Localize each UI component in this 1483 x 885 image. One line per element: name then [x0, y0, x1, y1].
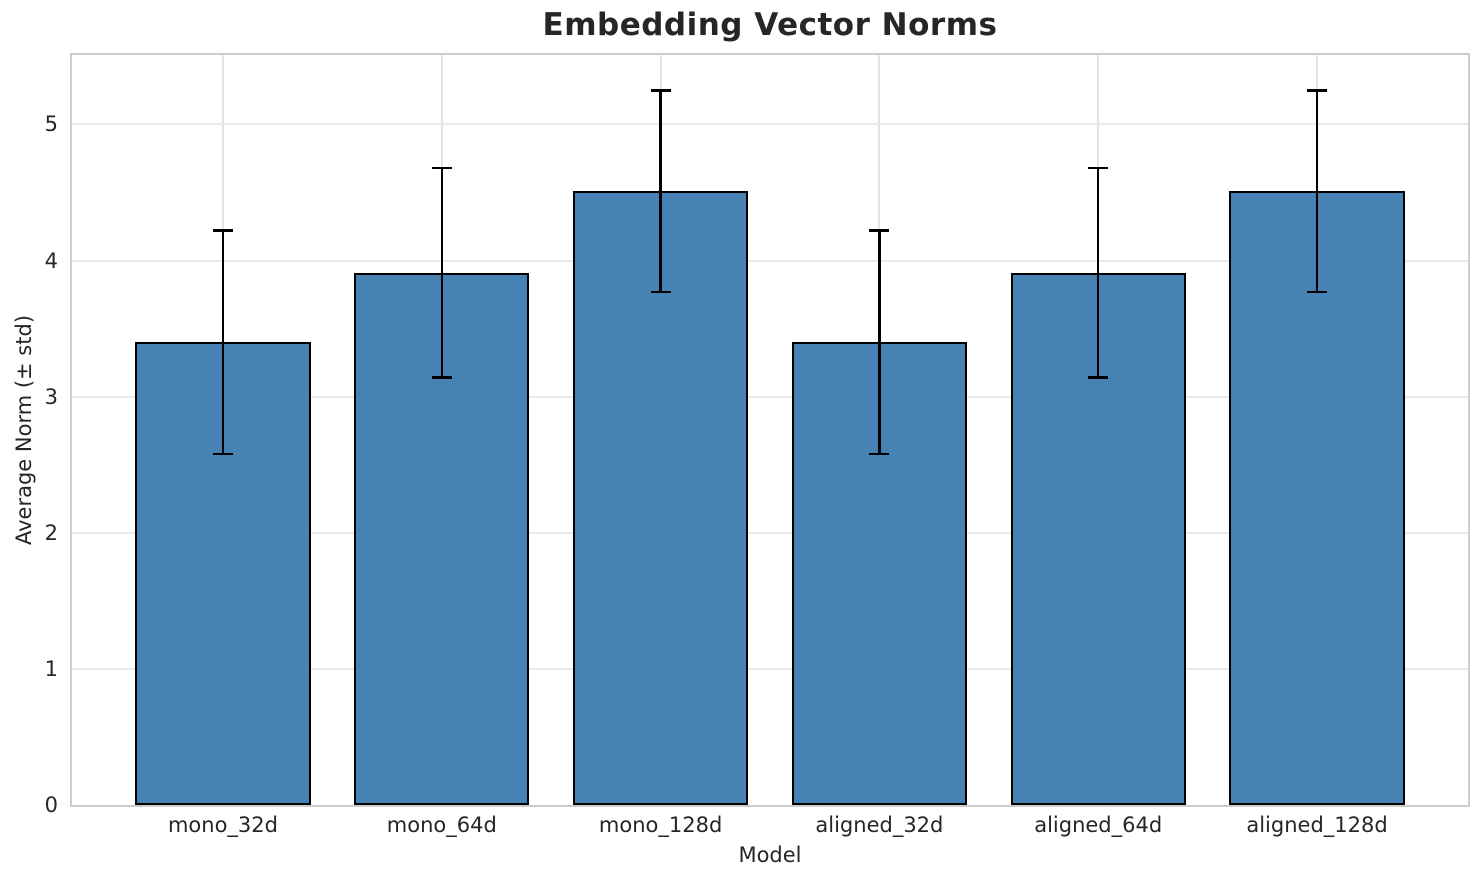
y-axis-label: Average Norm (± std)	[12, 314, 36, 546]
error-bar-cap-bottom	[650, 290, 671, 294]
bar-aligned_128d	[1229, 191, 1405, 805]
x-tick-label: mono_128d	[598, 813, 723, 837]
error-bar-cap-bottom	[431, 376, 452, 379]
grid-line-horizontal	[72, 667, 1468, 670]
grid-line-horizontal	[72, 395, 1468, 398]
grid-line-horizontal	[72, 531, 1468, 534]
plot-area	[70, 53, 1470, 807]
error-bar-line	[878, 230, 881, 454]
y-tick-label: 1	[44, 656, 58, 681]
x-tick-label: aligned_64d	[1034, 813, 1163, 837]
y-tick-label: 3	[44, 384, 58, 409]
chart-title: Embedding Vector Norms	[542, 7, 998, 43]
error-bar-cap-top	[1088, 166, 1109, 170]
error-bar-cap-top	[212, 229, 233, 232]
error-bar-cap-bottom	[1307, 290, 1328, 294]
error-bar-cap-top	[1307, 89, 1328, 92]
x-tick-label: mono_64d	[386, 813, 497, 837]
error-bar-line	[1096, 167, 1100, 378]
error-bar-cap-bottom	[869, 452, 890, 456]
x-tick-label: aligned_128d	[1246, 813, 1388, 837]
x-tick-label: aligned_32d	[815, 813, 944, 837]
y-tick-label: 5	[44, 112, 58, 137]
error-bar-line	[1315, 90, 1319, 292]
grid-line-horizontal	[72, 123, 1468, 126]
y-tick-label: 4	[44, 248, 58, 273]
error-bar-cap-top	[431, 166, 452, 170]
y-tick-label: 0	[44, 793, 58, 817]
grid-line-horizontal	[72, 259, 1468, 262]
error-bar-cap-bottom	[212, 452, 233, 456]
bar-mono_128d	[573, 191, 749, 805]
error-bar-line	[221, 230, 225, 454]
error-bar-cap-top	[869, 229, 890, 232]
y-tick-label: 2	[44, 520, 58, 545]
x-tick-label: mono_32d	[167, 813, 278, 837]
x-axis-label: Model	[738, 843, 802, 867]
plot-canvas	[72, 55, 1468, 805]
error-bar-cap-top	[650, 89, 671, 92]
error-bar-line	[659, 90, 662, 292]
error-bar-line	[440, 167, 444, 378]
error-bar-cap-bottom	[1088, 376, 1109, 379]
